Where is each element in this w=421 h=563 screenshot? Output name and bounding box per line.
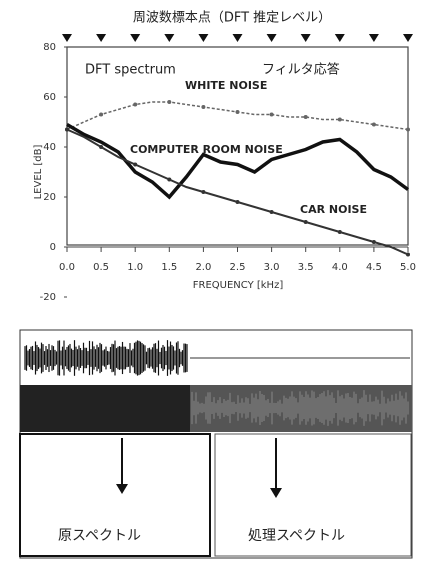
series-line	[67, 102, 408, 130]
point	[338, 230, 342, 234]
chart-title: 周波数標本点（DFT 推定レベル）	[133, 11, 331, 26]
panel-label: 処理スペクトル	[248, 528, 345, 544]
series-label: WHITE NOISE	[185, 79, 267, 92]
point	[304, 220, 308, 224]
sample-point-marker	[267, 34, 277, 42]
x-tick-label: 0.0	[59, 262, 75, 273]
sample-point-marker	[233, 34, 243, 42]
sample-point-marker	[369, 34, 379, 42]
sample-point-marker	[301, 34, 311, 42]
point	[304, 115, 308, 119]
point	[201, 105, 205, 109]
point	[99, 145, 103, 149]
point	[99, 113, 103, 117]
sample-point-marker	[62, 34, 72, 42]
sample-point-marker	[198, 34, 208, 42]
x-tick-label: 3.5	[298, 262, 314, 273]
point	[372, 240, 376, 244]
point	[338, 118, 342, 122]
x-tick-label: 1.0	[127, 262, 143, 273]
point	[270, 113, 274, 117]
x-tick-label: 4.0	[332, 262, 348, 273]
x-tick-label: 1.5	[161, 262, 177, 273]
point	[167, 178, 171, 182]
point	[406, 253, 410, 257]
point	[406, 128, 410, 132]
x-tick-label: 2.5	[230, 262, 246, 273]
x-tick-label: 0.5	[93, 262, 109, 273]
x-tick-label: 5.0	[400, 262, 416, 273]
x-tick-label: 3.0	[264, 262, 280, 273]
x-axis-label: FREQUENCY [kHz]	[193, 280, 284, 291]
x-tick-label: 2.0	[195, 262, 211, 273]
y-tick-label: 80	[43, 42, 56, 53]
y-tick-label: 0	[50, 242, 56, 253]
point	[270, 210, 274, 214]
sample-point-marker	[403, 34, 413, 42]
y-tick-label: -20	[40, 292, 56, 303]
y-tick-label: 20	[43, 192, 56, 203]
y-tick-label: 60	[43, 92, 56, 103]
y-tick-label: 40	[43, 142, 56, 153]
panel-label: 原スペクトル	[58, 528, 141, 544]
x-tick-label: 4.5	[366, 262, 382, 273]
sample-point-marker	[130, 34, 140, 42]
annotation: DFT spectrum	[85, 63, 176, 78]
point	[236, 110, 240, 114]
series-label: CAR NOISE	[300, 203, 367, 216]
sample-point-marker	[335, 34, 345, 42]
waveform-processed-dark	[20, 385, 190, 432]
point	[133, 103, 137, 107]
point	[65, 128, 69, 132]
sample-point-marker	[164, 34, 174, 42]
series-label: COMPUTER ROOM NOISE	[130, 143, 283, 156]
series-line	[67, 125, 408, 198]
point	[372, 123, 376, 127]
sample-point-marker	[96, 34, 106, 42]
figure: 周波数標本点（DFT 推定レベル） FREQUENCY [kHz] LEVEL …	[0, 0, 421, 563]
point	[133, 163, 137, 167]
point	[201, 190, 205, 194]
point	[167, 100, 171, 104]
annotation: フィルタ応答	[262, 62, 340, 78]
point	[236, 200, 240, 204]
